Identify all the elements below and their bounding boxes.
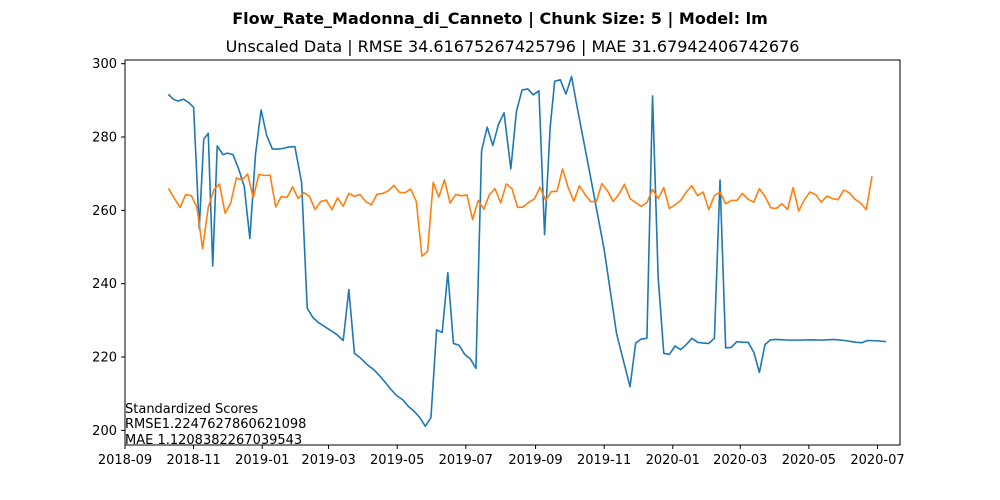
x-tick-label: 2019-07 [439,453,493,468]
y-tick-label: 300 [92,57,117,72]
x-axis-ticks: 2018-09 2018-11 2019-01 2019-03 2019-05 2019-… [98,445,905,468]
x-tick-label: 2019-09 [508,453,562,468]
y-tick-label: 280 [92,131,117,146]
series-layer [167,75,887,428]
y-tick-label: 260 [92,204,117,219]
x-tick-label: 2019-11 [577,453,631,468]
y-tick-label: 240 [92,277,117,292]
x-tick-label: 2018-11 [166,453,220,468]
y-axis-ticks: 200 220 240 260 280 300 [92,57,125,439]
standardized-scores-note: Standardized Scores RMSE1.22476278606210… [125,402,306,448]
x-tick-label: 2020-01 [646,453,700,468]
x-tick-label: 2020-03 [713,453,767,468]
note-mae: MAE 1.1208382267039543 [125,433,302,448]
series-line-1 [167,75,887,428]
y-tick-label: 200 [92,424,117,439]
x-tick-label: 2019-01 [235,453,289,468]
note-heading: Standardized Scores [125,402,258,417]
x-tick-label: 2019-03 [301,453,355,468]
x-tick-label: 2018-09 [98,453,152,468]
y-tick-label: 220 [92,351,117,366]
series-line-2 [167,168,873,257]
chart-subtitle: Unscaled Data | RMSE 34.61675267425796 |… [226,37,800,56]
note-rmse: RMSE1.2247627860621098 [125,417,306,432]
chart-title: Flow_Rate_Madonna_di_Canneto | Chunk Siz… [232,9,768,29]
x-tick-label: 2019-05 [370,453,424,468]
plot-frame [124,59,901,446]
x-tick-label: 2020-05 [782,453,836,468]
x-tick-label: 2020-07 [850,453,904,468]
